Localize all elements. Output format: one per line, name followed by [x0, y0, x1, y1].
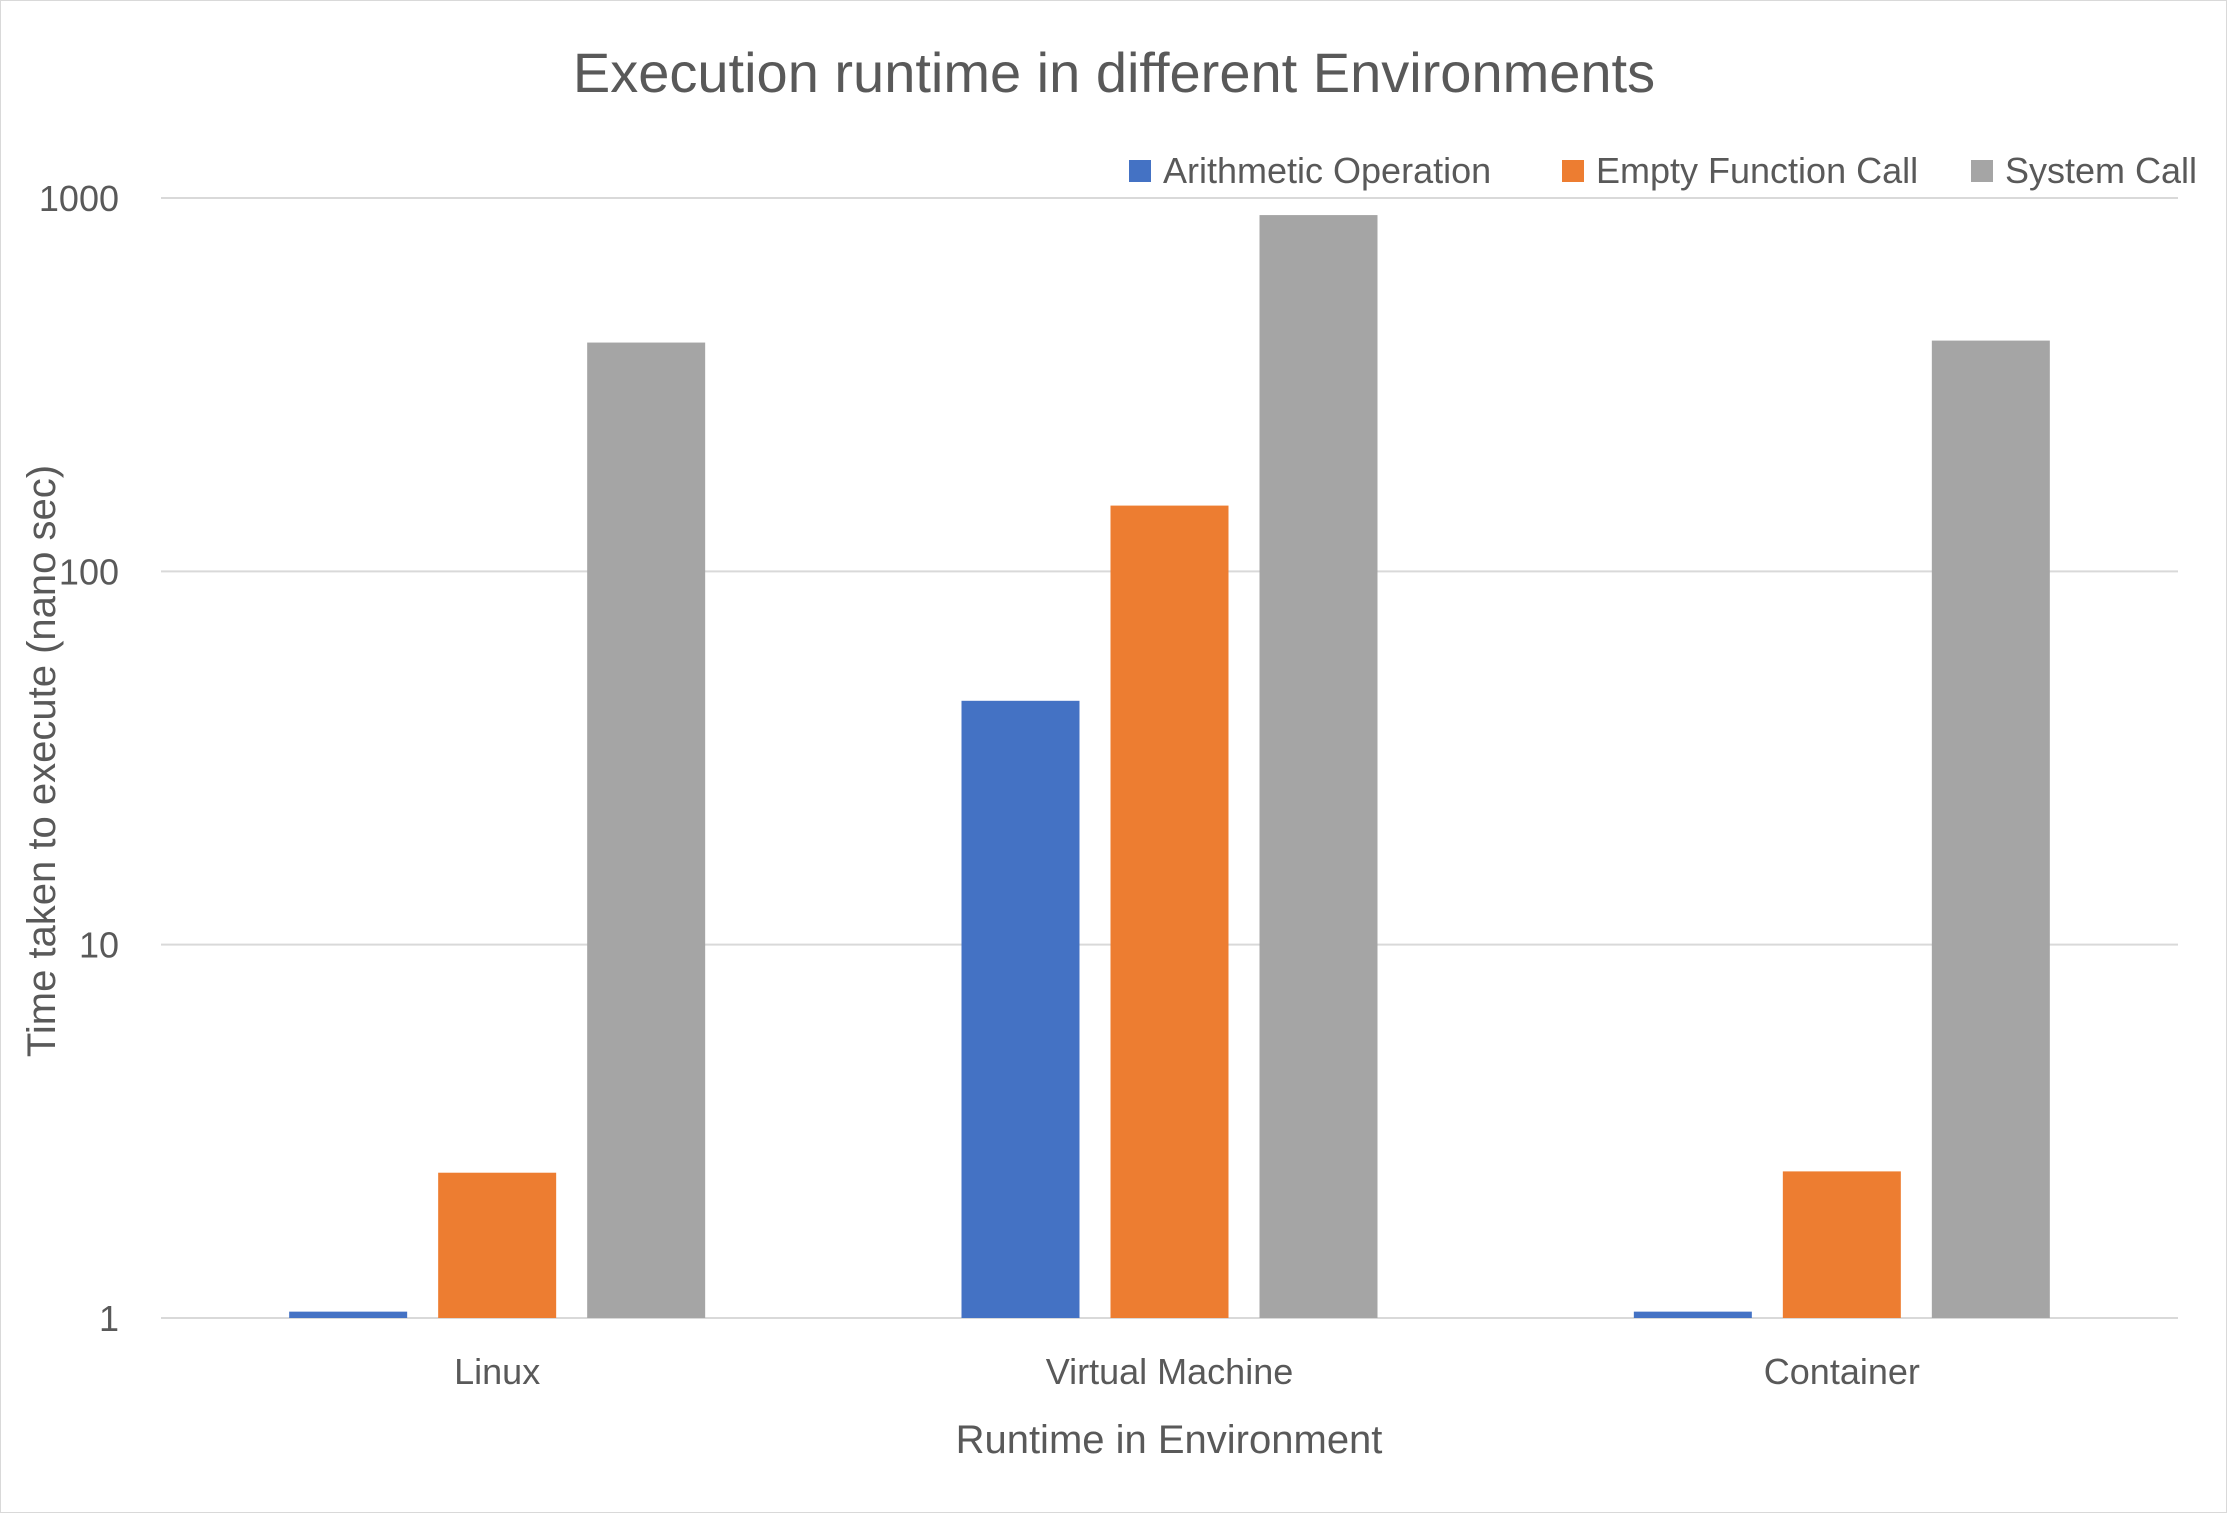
- y-tick-label: 10: [79, 925, 119, 966]
- x-tick-label: Virtual Machine: [1046, 1351, 1293, 1392]
- x-tick-label: Linux: [454, 1351, 540, 1392]
- bar-arithmetic-operation-linux: [289, 1311, 408, 1318]
- bar-system-call-linux: [587, 342, 706, 1319]
- legend-swatch: [1971, 160, 1993, 182]
- legend-label: System Call: [2005, 150, 2197, 191]
- y-axis-label: Time taken to execute (nano sec): [20, 465, 64, 1057]
- chart-title: Execution runtime in different Environme…: [573, 41, 1655, 104]
- legend-swatch: [1562, 160, 1584, 182]
- y-axis-ticks: 1 10 100 1000: [39, 178, 119, 1339]
- x-axis-label: Runtime in Environment: [956, 1418, 1383, 1462]
- bar-empty-function-call-container: [1782, 1171, 1901, 1318]
- y-tick-label: 100: [59, 551, 119, 592]
- legend-label: Arithmetic Operation: [1163, 150, 1491, 191]
- x-axis-ticks: Linux Virtual Machine Container: [454, 1351, 1920, 1392]
- legend: Arithmetic Operation Empty Function Call S…: [1129, 150, 2197, 191]
- bars: [289, 215, 2050, 1319]
- y-tick-label: 1: [99, 1298, 119, 1339]
- bar-arithmetic-operation-container: [1633, 1311, 1752, 1318]
- bar-system-call-container: [1931, 340, 2050, 1319]
- bar-arithmetic-operation-virtual-machine: [961, 700, 1080, 1318]
- y-tick-label: 1000: [39, 178, 119, 219]
- bar-system-call-virtual-machine: [1259, 215, 1378, 1319]
- bar-empty-function-call-virtual-machine: [1110, 505, 1229, 1318]
- legend-label: Empty Function Call: [1596, 150, 1918, 191]
- bar-empty-function-call-linux: [438, 1172, 557, 1318]
- legend-swatch: [1129, 160, 1151, 182]
- x-tick-label: Container: [1764, 1351, 1920, 1392]
